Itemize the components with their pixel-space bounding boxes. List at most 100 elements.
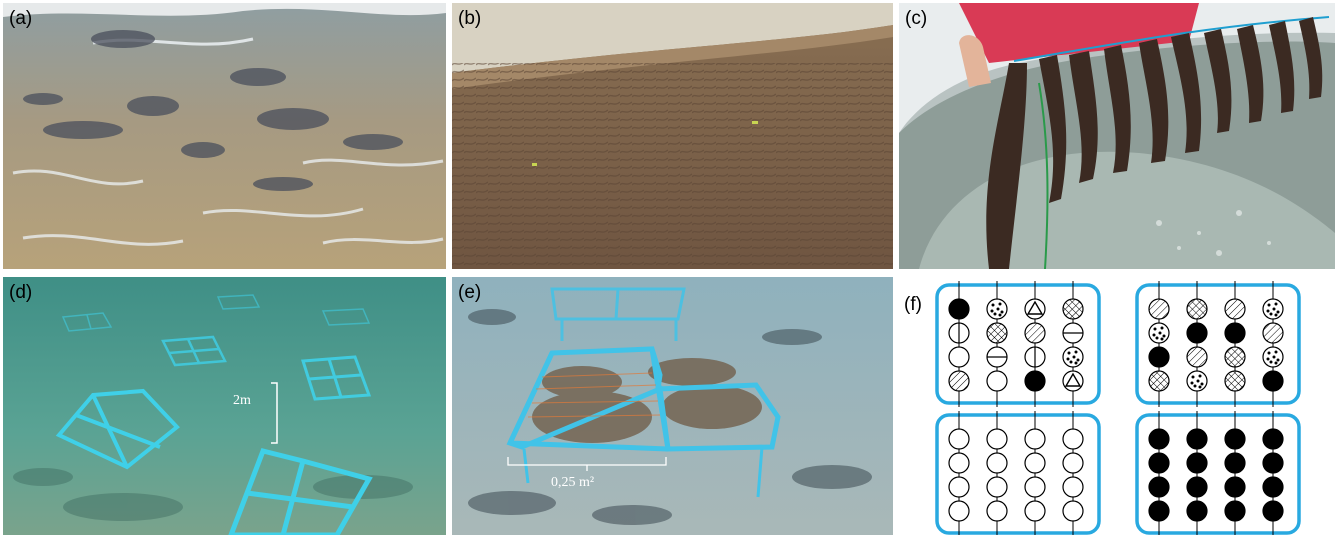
symbol-dot bbox=[1069, 360, 1073, 364]
seaweed-symbol-empty bbox=[948, 476, 970, 498]
seaweed-symbol-solid bbox=[1262, 370, 1284, 392]
symbol-dot bbox=[1196, 379, 1200, 383]
seaweed-symbol-solid bbox=[1262, 476, 1284, 498]
symbol-dot bbox=[1272, 307, 1276, 311]
seaweed-symbol-solid bbox=[1186, 476, 1208, 498]
seaweed-symbol-empty bbox=[1062, 500, 1084, 522]
seaweed-symbol-hatch bbox=[948, 370, 970, 392]
frame-box-bottom-left bbox=[935, 413, 1101, 535]
symbol-dot bbox=[1074, 361, 1078, 365]
photo-panel-d: (d) 2m bbox=[3, 277, 446, 535]
symbol-dot bbox=[1269, 312, 1273, 316]
symbol-triangle-mark bbox=[1026, 300, 1044, 315]
seaweed-symbol-cross bbox=[1224, 346, 1246, 368]
seaweed-symbol-empty bbox=[948, 428, 970, 450]
symbol-dot bbox=[1076, 358, 1080, 362]
panel-label-f: (f) bbox=[904, 294, 922, 315]
seaweed-symbol-solid bbox=[1148, 346, 1170, 368]
photo-panel-e: (e) 0,25 m² bbox=[452, 277, 893, 535]
symbol-dot bbox=[1274, 350, 1278, 354]
seaweed-symbol-empty bbox=[986, 500, 1008, 522]
seaweed-symbol-cross bbox=[1148, 370, 1170, 392]
symbol-dot bbox=[1267, 303, 1271, 307]
seaweed-symbol-solid bbox=[1148, 476, 1170, 498]
treatment-layout-diagram bbox=[935, 281, 1301, 535]
seaweed-symbol-solid bbox=[1224, 322, 1246, 344]
symbol-dot bbox=[1190, 381, 1194, 385]
seaweed-symbol-hatch bbox=[1148, 298, 1170, 320]
seaweed-symbol-solid bbox=[1224, 452, 1246, 474]
seaweed-symbol-empty bbox=[1062, 428, 1084, 450]
seaweed-symbol-cross bbox=[1062, 298, 1084, 320]
seaweed-symbol-solid bbox=[1224, 428, 1246, 450]
symbol-dot bbox=[1160, 337, 1164, 341]
symbol-dot bbox=[998, 313, 1002, 317]
symbol-dot bbox=[996, 307, 1000, 311]
seaweed-symbol-cross bbox=[1186, 298, 1208, 320]
symbol-dot bbox=[1162, 334, 1166, 338]
frame-box-bottom-right bbox=[1135, 413, 1301, 535]
photo-panel-b: (b) bbox=[452, 3, 893, 269]
seaweed-symbol-empty bbox=[986, 476, 1008, 498]
seaweed-symbol-empty bbox=[948, 500, 970, 522]
seaweed-symbol-empty bbox=[1024, 452, 1046, 474]
seaweed-symbol-solid bbox=[1024, 370, 1046, 392]
symbol-dot bbox=[1066, 357, 1070, 361]
panel-label-d: (d) bbox=[9, 282, 33, 303]
panel-label-a: (a) bbox=[9, 8, 33, 29]
symbol-dot bbox=[990, 309, 994, 313]
seaweed-symbol-solid bbox=[1186, 322, 1208, 344]
symbol-dot bbox=[993, 312, 997, 316]
symbol-dot bbox=[1191, 375, 1195, 379]
symbol-dot bbox=[1067, 351, 1071, 355]
frame-box-top-right bbox=[1135, 283, 1301, 405]
seaweed-symbol-solid bbox=[1148, 452, 1170, 474]
panel-label-b: (b) bbox=[458, 8, 482, 29]
panel-label-e: (e) bbox=[458, 282, 482, 303]
seaweed-symbol-hatch bbox=[1224, 298, 1246, 320]
symbol-dot bbox=[1266, 309, 1270, 313]
symbol-dot bbox=[1274, 361, 1278, 365]
seaweed-symbol-hatch bbox=[1186, 346, 1208, 368]
seaweed-symbol-solid bbox=[1148, 500, 1170, 522]
symbol-dot bbox=[1152, 333, 1156, 337]
seaweed-symbol-solid bbox=[1186, 452, 1208, 474]
symbol-dot bbox=[1074, 350, 1078, 354]
seaweed-symbol-solid bbox=[1186, 500, 1208, 522]
symbol-dot bbox=[1200, 382, 1204, 386]
symbol-dot bbox=[1158, 331, 1162, 335]
symbol-dot bbox=[1153, 327, 1157, 331]
symbol-dot bbox=[1269, 360, 1273, 364]
seaweed-symbol-solid bbox=[948, 298, 970, 320]
seaweed-symbol-solid bbox=[1186, 428, 1208, 450]
symbol-dot bbox=[1267, 351, 1271, 355]
symbol-dot bbox=[1193, 384, 1197, 388]
symbol-dot bbox=[1000, 310, 1004, 314]
symbol-dot bbox=[1274, 302, 1278, 306]
seaweed-symbol-empty bbox=[1024, 500, 1046, 522]
symbol-dot bbox=[1274, 313, 1278, 317]
seaweed-line-photo bbox=[899, 3, 1335, 269]
seaweed-symbol-empty bbox=[948, 346, 970, 368]
seaweed-symbol-empty bbox=[948, 452, 970, 474]
seaweed-symbol-hatch bbox=[1024, 322, 1046, 344]
seaweed-symbol-empty bbox=[1024, 476, 1046, 498]
seaweed-symbol-solid bbox=[1224, 476, 1246, 498]
seaweed-symbol-empty bbox=[986, 370, 1008, 392]
symbol-dot bbox=[1276, 310, 1280, 314]
symbol-dot bbox=[1276, 358, 1280, 362]
seaweed-symbol-cross bbox=[1224, 370, 1246, 392]
photo-panel-c: (c) bbox=[899, 3, 1335, 269]
seaweed-symbol-solid bbox=[1262, 428, 1284, 450]
photo-panel-a: (a) bbox=[3, 3, 446, 269]
diagram-panel-f: (f) bbox=[899, 277, 1335, 535]
symbol-dot bbox=[1160, 326, 1164, 330]
seaweed-symbol-empty bbox=[986, 428, 1008, 450]
symbol-dot bbox=[1072, 355, 1076, 359]
seaweed-symbol-solid bbox=[1224, 500, 1246, 522]
quadrat-frames-photo bbox=[452, 277, 893, 535]
symbol-dot bbox=[1266, 357, 1270, 361]
seaweed-symbol-solid bbox=[1262, 452, 1284, 474]
seaweed-symbol-hatch bbox=[1262, 322, 1284, 344]
panel-label-c: (c) bbox=[905, 8, 928, 29]
